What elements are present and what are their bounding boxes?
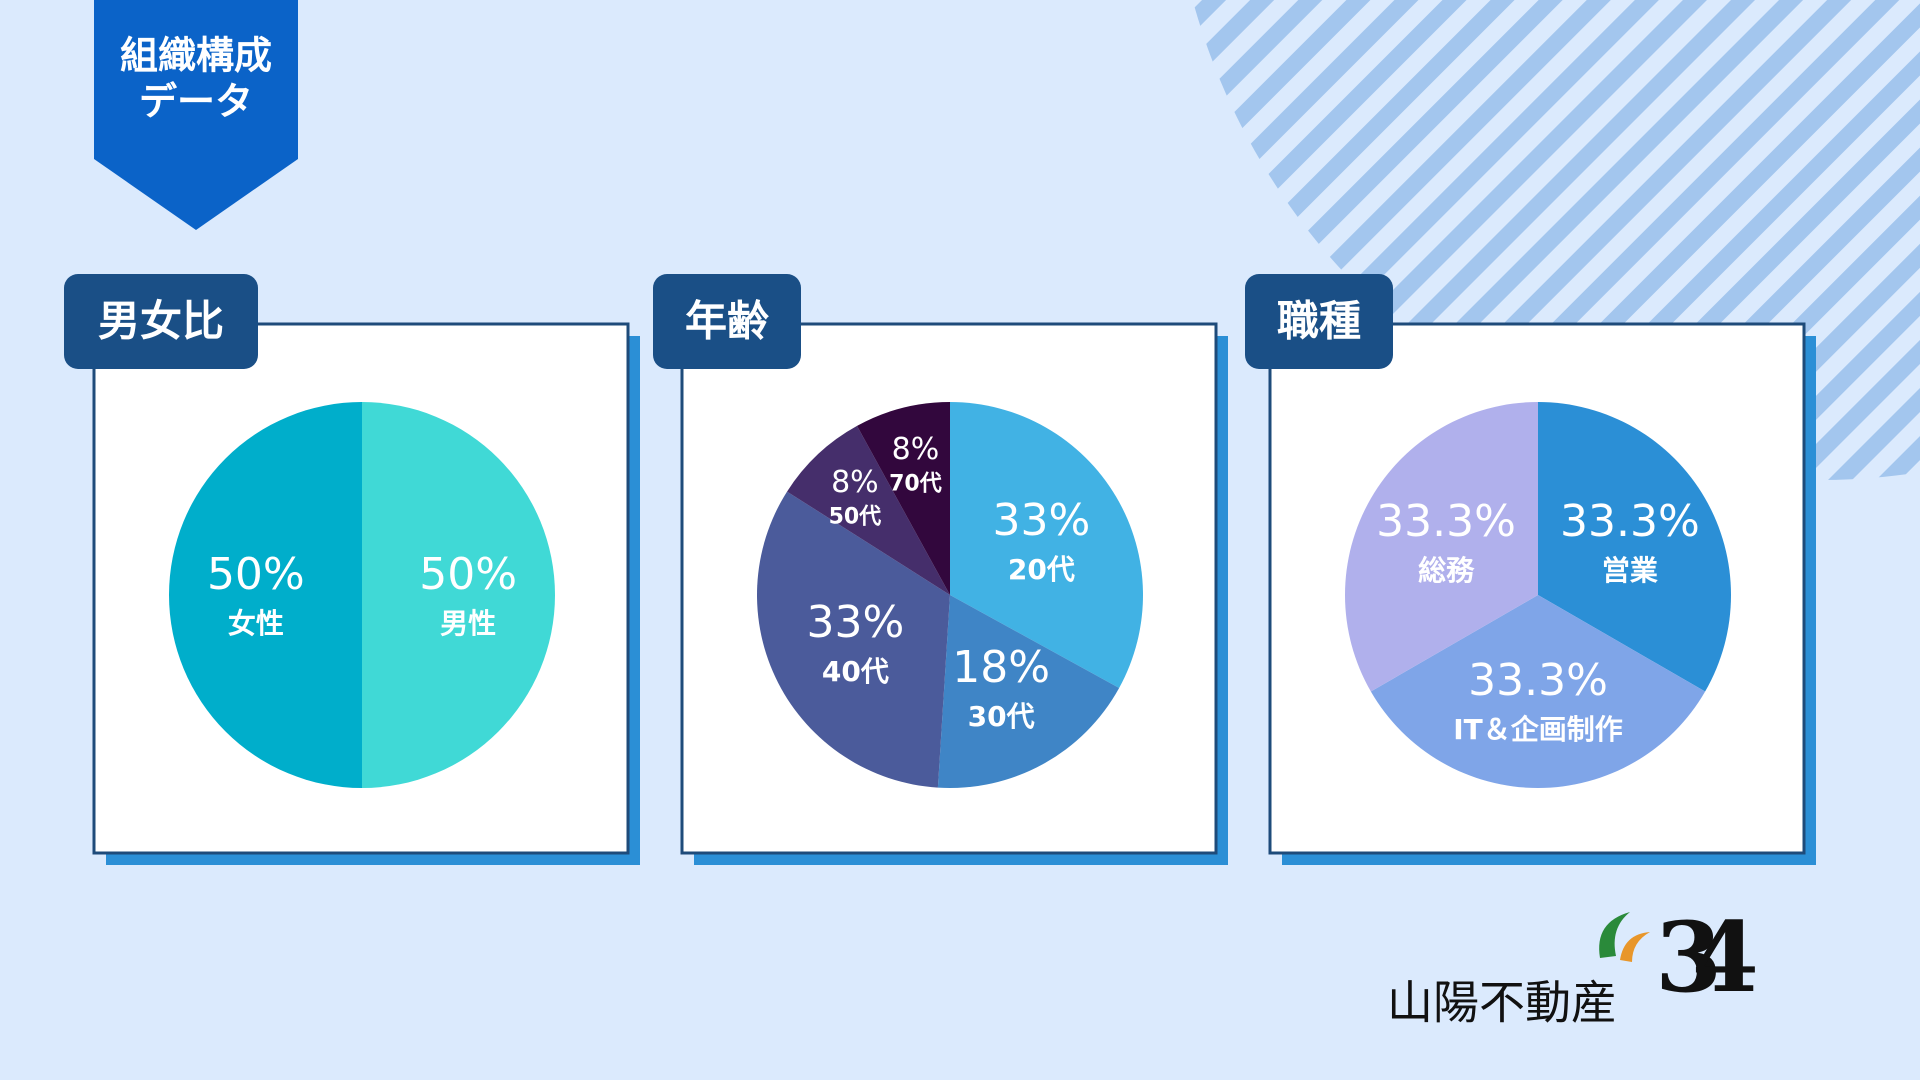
logo-mark: 34 <box>1655 901 1755 1014</box>
slice-label: 30代 <box>968 700 1035 733</box>
badge-line: 組織構成 <box>120 34 272 78</box>
badge-line: データ <box>139 80 253 124</box>
slice-percent: 33% <box>992 495 1090 546</box>
pie-panel: 年齢 33% 20代 18% 30代 33% 40代 8% 50代 8% 70代 <box>653 274 1228 865</box>
slice-label: 70代 <box>889 471 942 496</box>
logo-name: 山陽不動産 <box>1387 976 1617 1030</box>
slice-percent: 8% <box>892 432 940 467</box>
pie-slice <box>1370 595 1706 788</box>
pie-panel: 男女比 50% 男性 50% 女性 <box>64 274 640 865</box>
slice-percent: 8% <box>831 465 879 500</box>
slice-percent: 50% <box>419 549 517 600</box>
panel-tab <box>64 274 258 369</box>
pie-slice <box>757 491 950 788</box>
slice-label: 20代 <box>1008 553 1075 586</box>
pie-slice <box>1345 402 1538 692</box>
slice-percent: 33.3% <box>1560 496 1700 547</box>
slice-label: 40代 <box>822 655 889 688</box>
pie-slice <box>362 402 555 788</box>
pie-slice <box>787 425 950 595</box>
panel-title: 年齢 <box>685 297 769 346</box>
pie-slice <box>937 595 1120 788</box>
logo-leaf <box>1599 912 1630 958</box>
slice-percent: 50% <box>207 549 305 600</box>
panel-tab <box>1245 274 1393 369</box>
logo: 山陽不動産 34 <box>1387 901 1785 1030</box>
pie-slice <box>950 402 1143 688</box>
pie-slice <box>169 402 362 788</box>
slice-label: IT＆企画制作 <box>1453 713 1623 746</box>
pie-slice <box>1538 402 1731 692</box>
logo-leaf <box>1620 932 1650 962</box>
slice-percent: 33.3% <box>1468 655 1608 706</box>
pie-slice <box>857 402 950 595</box>
slice-label: 男性 <box>440 607 496 640</box>
slice-percent: 33% <box>807 597 905 648</box>
slice-label: 営業 <box>1602 554 1658 587</box>
slice-label: 総務 <box>1418 554 1475 587</box>
slice-label: 女性 <box>228 607 284 640</box>
header-badge <box>94 0 298 230</box>
panel-tab <box>653 274 801 369</box>
slice-label: 50代 <box>829 505 882 530</box>
slice-percent: 33.3% <box>1376 496 1516 547</box>
slice-percent: 18% <box>952 642 1050 693</box>
panel-title: 職種 <box>1277 297 1361 346</box>
panel-title: 男女比 <box>98 297 224 346</box>
pie-panel: 職種 33.3% 営業 33.3% IT＆企画制作 33.3% 総務 <box>1245 274 1816 865</box>
